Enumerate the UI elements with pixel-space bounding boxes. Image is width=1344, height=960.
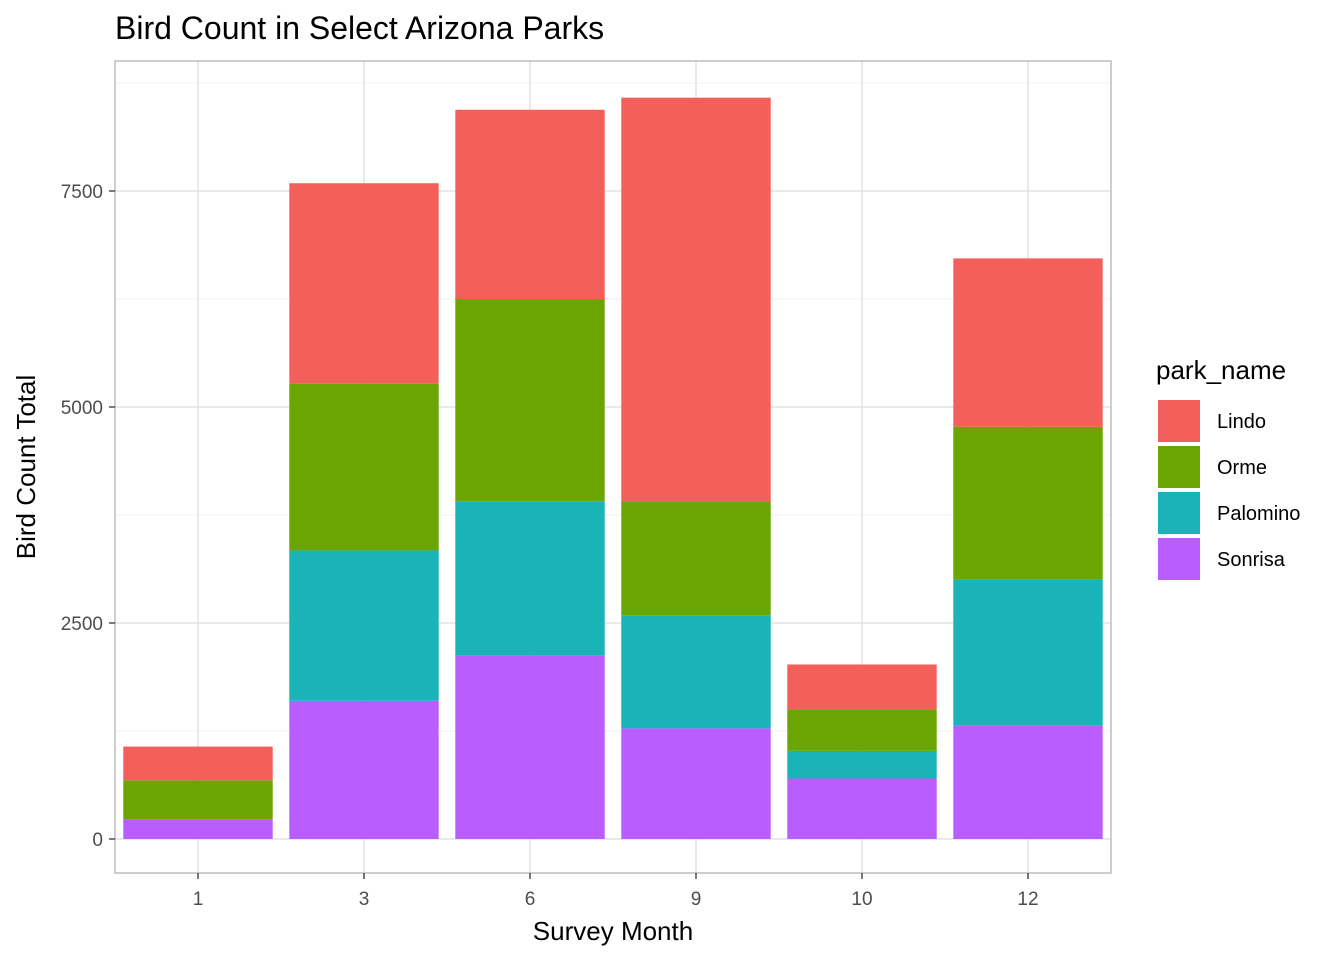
legend-key-lindo (1158, 400, 1200, 442)
bar-orme-month-1 (123, 780, 273, 820)
bar-lindo-month-1 (123, 746, 273, 781)
bar-sonrisa-month-6 (455, 655, 605, 839)
bar-sonrisa-month-10 (787, 778, 937, 839)
panel-border (114, 60, 1112, 874)
legend-label-sonrisa: Sonrisa (1217, 549, 1286, 571)
bar-palomino-month-10 (787, 750, 937, 779)
y-tick-label: 0 (92, 830, 103, 851)
x-tick-label: 10 (851, 889, 872, 910)
bar-lindo-month-12 (953, 258, 1103, 427)
bar-lindo-month-3 (289, 183, 439, 384)
axis-layer: 0 2500 5000 7500 1 3 6 9 10 12 (61, 182, 1039, 910)
bar-palomino-month-12 (953, 579, 1103, 726)
bar-lindo-month-9 (621, 97, 771, 503)
legend-key-orme (1158, 446, 1200, 488)
legend-label-palomino: Palomino (1217, 503, 1300, 525)
bar-orme-month-12 (953, 426, 1103, 580)
legend-label-lindo: Lindo (1217, 411, 1266, 433)
chart-title: Bird Count in Select Arizona Parks (115, 10, 604, 46)
bar-sonrisa-month-9 (621, 728, 771, 839)
x-tick-label: 6 (525, 889, 536, 910)
y-tick-label: 7500 (61, 182, 103, 203)
y-axis-title: Bird Count Total (11, 375, 41, 560)
bar-palomino-month-3 (289, 550, 439, 701)
x-tick-label: 3 (359, 889, 370, 910)
bar-sonrisa-month-3 (289, 700, 439, 839)
bar-sonrisa-month-1 (123, 819, 273, 839)
bar-lindo-month-10 (787, 664, 937, 710)
x-tick-label: 9 (691, 889, 702, 910)
legend: park_name Lindo Orme Palomino Sonrisa (1156, 355, 1300, 580)
y-tick-label: 5000 (61, 398, 103, 419)
legend-key-palomino (1158, 492, 1200, 534)
x-tick-label: 1 (193, 889, 204, 910)
x-axis-title: Survey Month (533, 916, 693, 946)
bars-layer (123, 97, 1103, 839)
bar-palomino-month-9 (621, 615, 771, 729)
x-tick-label: 12 (1017, 889, 1038, 910)
bar-orme-month-6 (455, 299, 605, 502)
legend-title: park_name (1156, 355, 1286, 385)
y-tick-label: 2500 (61, 614, 103, 635)
bar-orme-month-9 (621, 502, 771, 616)
legend-label-orme: Orme (1217, 457, 1267, 479)
bar-orme-month-10 (787, 709, 937, 751)
legend-key-sonrisa (1158, 538, 1200, 580)
bar-sonrisa-month-12 (953, 725, 1103, 839)
bar-orme-month-3 (289, 383, 439, 551)
bar-palomino-month-6 (455, 501, 605, 656)
bar-lindo-month-6 (455, 109, 605, 299)
